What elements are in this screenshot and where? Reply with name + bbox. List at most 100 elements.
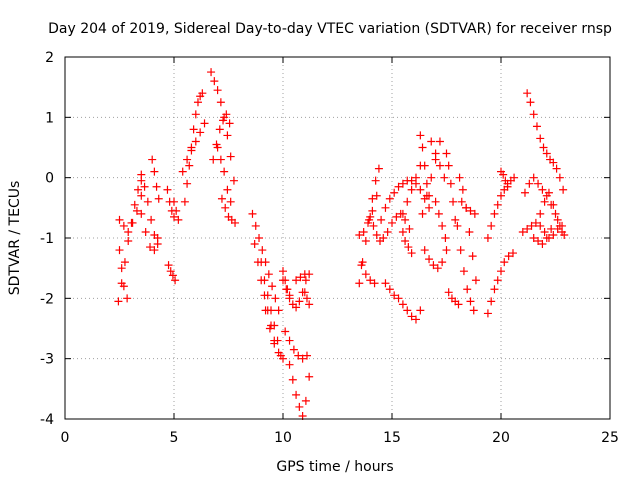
data-point bbox=[172, 206, 181, 215]
data-point bbox=[168, 271, 177, 280]
data-point bbox=[285, 360, 294, 369]
data-point bbox=[302, 294, 311, 303]
data-point bbox=[154, 194, 163, 203]
data-point bbox=[292, 303, 301, 312]
data-point bbox=[532, 122, 541, 131]
data-point bbox=[438, 258, 447, 267]
series-arc-32 bbox=[381, 279, 425, 324]
data-point bbox=[301, 396, 310, 405]
data-point bbox=[137, 170, 146, 179]
series-arc-40 bbox=[442, 149, 460, 224]
data-point bbox=[119, 282, 128, 291]
data-point bbox=[553, 215, 562, 224]
data-point bbox=[531, 218, 540, 227]
data-point bbox=[463, 285, 472, 294]
data-point bbox=[140, 182, 149, 191]
y-tick-label: -1 bbox=[40, 231, 54, 247]
data-point bbox=[258, 246, 267, 255]
data-point bbox=[189, 125, 198, 134]
data-point bbox=[281, 276, 290, 285]
data-point bbox=[209, 155, 218, 164]
data-point bbox=[366, 212, 375, 221]
data-point bbox=[229, 176, 238, 185]
data-point bbox=[411, 173, 420, 182]
data-point bbox=[147, 215, 156, 224]
data-point bbox=[538, 185, 547, 194]
data-point bbox=[416, 131, 425, 140]
data-point bbox=[369, 221, 378, 230]
data-point bbox=[549, 230, 558, 239]
data-point bbox=[279, 267, 287, 276]
data-point bbox=[441, 234, 450, 242]
data-point bbox=[361, 270, 370, 279]
data-point bbox=[187, 146, 196, 155]
y-tick-label: -2 bbox=[40, 291, 54, 307]
data-point bbox=[210, 77, 219, 86]
series-arc-52 bbox=[529, 224, 556, 249]
series-arc-33 bbox=[398, 161, 425, 218]
series-arc-05 bbox=[137, 209, 162, 255]
data-point bbox=[501, 176, 510, 185]
data-point bbox=[385, 194, 394, 203]
data-point bbox=[552, 164, 561, 173]
data-point bbox=[455, 173, 464, 182]
data-point bbox=[255, 234, 264, 242]
data-point bbox=[137, 191, 146, 200]
data-point bbox=[453, 221, 462, 230]
data-point bbox=[555, 173, 564, 182]
data-point bbox=[200, 119, 209, 128]
data-point bbox=[305, 270, 314, 279]
data-point bbox=[403, 197, 412, 206]
data-point bbox=[536, 221, 545, 230]
data-point bbox=[292, 390, 301, 399]
y-tick-label: 2 bbox=[45, 50, 54, 66]
data-point bbox=[407, 176, 416, 185]
data-point bbox=[264, 270, 273, 279]
data-point bbox=[374, 164, 383, 173]
data-point bbox=[551, 209, 560, 218]
data-point bbox=[170, 197, 178, 206]
data-point bbox=[411, 315, 420, 324]
data-point bbox=[542, 149, 551, 158]
data-point bbox=[434, 209, 443, 218]
data-point bbox=[281, 327, 290, 336]
data-point bbox=[359, 227, 368, 236]
data-point bbox=[416, 185, 425, 194]
data-point bbox=[442, 246, 451, 255]
data-point bbox=[288, 375, 297, 384]
data-point bbox=[398, 179, 407, 188]
series-arc-02 bbox=[115, 191, 146, 236]
series-arc-46 bbox=[483, 249, 517, 318]
series-arc-39 bbox=[431, 197, 450, 242]
data-point bbox=[130, 200, 139, 209]
data-point bbox=[500, 258, 509, 267]
x-tick-label: 25 bbox=[601, 430, 619, 446]
data-point bbox=[231, 218, 240, 227]
data-point bbox=[549, 200, 558, 209]
data-point bbox=[183, 179, 192, 188]
data-point bbox=[390, 291, 399, 300]
data-point bbox=[150, 246, 159, 255]
data-point bbox=[440, 173, 449, 182]
y-tick-label: 0 bbox=[45, 171, 54, 187]
data-point bbox=[483, 234, 492, 242]
data-point bbox=[458, 185, 467, 194]
data-point bbox=[394, 182, 403, 191]
data-point bbox=[427, 137, 436, 146]
data-point bbox=[257, 258, 266, 267]
data-point bbox=[468, 252, 477, 261]
data-point bbox=[523, 224, 532, 233]
data-point bbox=[398, 209, 407, 218]
data-point bbox=[260, 276, 269, 285]
y-tick-label: -4 bbox=[40, 412, 54, 428]
data-point bbox=[285, 336, 294, 345]
data-point bbox=[279, 354, 287, 363]
data-point bbox=[370, 279, 379, 288]
data-point bbox=[152, 182, 161, 191]
data-point bbox=[248, 209, 257, 218]
data-point bbox=[487, 297, 496, 306]
data-point bbox=[418, 209, 427, 218]
data-point bbox=[371, 176, 380, 185]
data-point bbox=[438, 221, 447, 230]
data-point bbox=[470, 209, 479, 218]
